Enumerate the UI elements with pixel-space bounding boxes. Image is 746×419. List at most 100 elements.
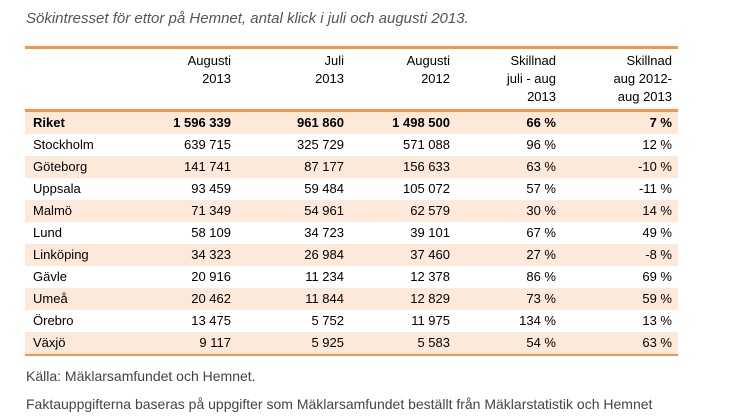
- table-cell: 59 %: [642, 291, 672, 306]
- table-cell: 57 %: [526, 181, 556, 196]
- table-caption: Sökintresset för ettor på Hemnet, antal …: [26, 10, 469, 27]
- footnote-text: Faktauppgifterna baseras på uppgifter so…: [26, 396, 653, 412]
- table-cell: 71 349: [191, 203, 231, 218]
- table-cell: -10 %: [638, 159, 672, 174]
- column-header: Augusti 2013: [135, 48, 237, 111]
- column-header: Skillnad aug 2012- aug 2013: [562, 48, 678, 111]
- table-row: Göteborg 141 741 87 177 156 633 63 % -10 %: [25, 156, 678, 178]
- table-cell: 69 %: [642, 269, 672, 284]
- table-cell: 49 %: [642, 225, 672, 240]
- table-row: Örebro 13 475 5 752 11 975 134 % 13 %: [25, 310, 678, 332]
- column-header: Juli 2013: [237, 48, 350, 111]
- table-cell: 30 %: [526, 203, 556, 218]
- table-cell: 63 %: [526, 159, 556, 174]
- table-cell: 156 633: [403, 159, 450, 174]
- header-line: Skillnad: [510, 53, 556, 68]
- row-label: Gävle: [33, 269, 67, 284]
- table-row: Linköping 34 323 26 984 37 460 27 % -8 %: [25, 244, 678, 266]
- row-label: Umeå: [33, 291, 68, 306]
- table-cell: 12 378: [410, 269, 450, 284]
- row-label: Växjö: [33, 335, 66, 350]
- table-cell: 54 961: [304, 203, 344, 218]
- table-row: Uppsala 93 459 59 484 105 072 57 % -11 %: [25, 178, 678, 200]
- table-cell: 9 117: [199, 335, 231, 350]
- table-cell: 13 475: [191, 313, 231, 328]
- header-line: juli - aug: [506, 71, 556, 86]
- header-line: Juli: [324, 53, 344, 68]
- table-cell: 26 984: [304, 247, 344, 262]
- row-label: Linköping: [33, 247, 89, 262]
- table-cell: 87 177: [304, 159, 344, 174]
- table-row: Umeå 20 462 11 844 12 829 73 % 59 %: [25, 288, 678, 310]
- table-row: Växjö 9 117 5 925 5 583 54 % 63 %: [25, 332, 678, 355]
- column-header: Augusti 2012: [350, 48, 456, 111]
- header-line: 2013: [202, 71, 231, 86]
- row-label: Stockholm: [33, 137, 94, 152]
- table-row: Lund 58 109 34 723 39 101 67 % 49 %: [25, 222, 678, 244]
- table-cell: 13 %: [642, 313, 672, 328]
- row-label: Örebro: [33, 313, 74, 328]
- column-header: Skillnad juli - aug 2013: [456, 48, 562, 111]
- row-label: Malmö: [33, 203, 73, 218]
- table-row: Stockholm 639 715 325 729 571 088 96 % 12 %: [25, 134, 678, 156]
- table-cell: 67 %: [526, 225, 556, 240]
- row-label: Göteborg: [33, 159, 88, 174]
- table-row: Malmö 71 349 54 961 62 579 30 % 14 %: [25, 200, 678, 222]
- table-cell: 11 975: [411, 313, 450, 328]
- table-cell: 105 072: [403, 181, 450, 196]
- table-cell: 39 101: [410, 225, 450, 240]
- table-cell: 96 %: [526, 137, 556, 152]
- table-cell: 141 741: [184, 159, 231, 174]
- table-cell: 20 916: [191, 269, 231, 284]
- header-line: aug 2013: [617, 89, 672, 104]
- table-cell: 639 715: [184, 137, 231, 152]
- table-cell: 54 %: [526, 335, 556, 350]
- table-cell: 7 %: [649, 115, 672, 130]
- table-cell: -8 %: [645, 247, 672, 262]
- search-interest-table: Augusti 2013 Juli 2013 Augusti 2012 Skillnad ju…: [25, 46, 678, 356]
- header-line: Augusti: [406, 53, 450, 68]
- header-line: 2013: [315, 71, 344, 86]
- table-cell: -11 %: [639, 181, 672, 196]
- column-header: [25, 48, 135, 111]
- table-cell: 62 579: [410, 203, 450, 218]
- table-cell: 11 234: [305, 269, 344, 284]
- table-cell: 11 844: [305, 291, 344, 306]
- table-cell: 12 %: [642, 137, 672, 152]
- table-cell: 93 459: [191, 181, 231, 196]
- header-line: Augusti: [187, 53, 231, 68]
- table-cell: 134 %: [519, 313, 556, 328]
- table-cell: 325 729: [297, 137, 344, 152]
- table-cell: 5 752: [311, 313, 344, 328]
- table-cell: 58 109: [191, 225, 231, 240]
- table-cell: 20 462: [191, 291, 231, 306]
- table-cell: 14 %: [642, 203, 672, 218]
- table-cell: 34 723: [304, 225, 344, 240]
- table-cell: 1 498 500: [392, 115, 450, 130]
- table-cell: 34 323: [191, 247, 231, 262]
- table-cell: 1 596 339: [173, 115, 231, 130]
- table-cell: 59 484: [304, 181, 344, 196]
- table-cell: 571 088: [403, 137, 450, 152]
- table-cell: 12 829: [410, 291, 450, 306]
- header-line: aug 2012-: [613, 71, 672, 86]
- table-cell: 66 %: [526, 115, 556, 130]
- table-row-total: Riket 1 596 339 961 860 1 498 500 66 % 7 %: [25, 110, 678, 134]
- table-row: Gävle 20 916 11 234 12 378 86 % 69 %: [25, 266, 678, 288]
- header-line: 2012: [421, 71, 450, 86]
- source-text: Källa: Mäklarsamfundet och Hemnet.: [26, 368, 256, 384]
- table-cell: 5 583: [417, 335, 450, 350]
- table-cell: 73 %: [526, 291, 556, 306]
- table-cell: 5 925: [311, 335, 344, 350]
- header-line: 2013: [527, 89, 556, 104]
- table-cell: 961 860: [297, 115, 344, 130]
- table-cell: 63 %: [642, 335, 672, 350]
- header-line: Skillnad: [626, 53, 672, 68]
- table-cell: 27 %: [526, 247, 556, 262]
- row-label: Riket: [33, 115, 65, 130]
- row-label: Lund: [33, 225, 62, 240]
- table-header-row: Augusti 2013 Juli 2013 Augusti 2012 Skillnad ju…: [25, 47, 678, 111]
- row-label: Uppsala: [33, 181, 81, 196]
- table-body: Riket 1 596 339 961 860 1 498 500 66 % 7 % Sto…: [25, 110, 678, 355]
- table-cell: 37 460: [410, 247, 450, 262]
